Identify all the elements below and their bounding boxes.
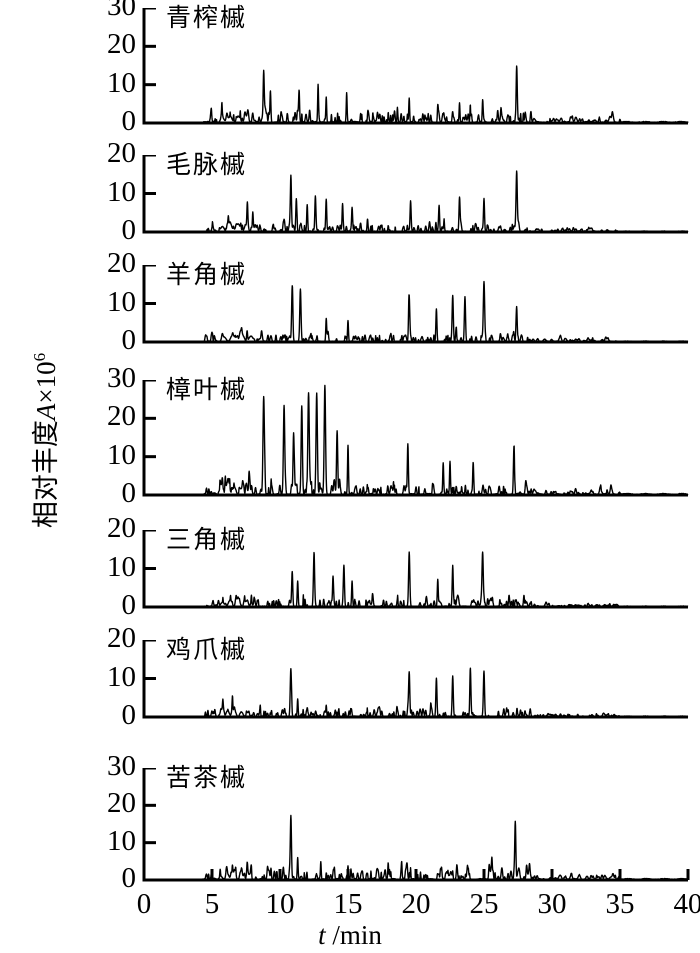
chromatogram-trace — [143, 280, 689, 343]
y-axis-tick-label: 10 — [107, 550, 136, 583]
y-axis-title-exponent: 6 — [30, 352, 50, 361]
y-axis-tick-label: 30 — [107, 0, 136, 22]
y-axis-tick-label: 0 — [121, 214, 137, 246]
y-axis-tick-label: 10 — [107, 438, 136, 471]
x-axis-tick-label: 30 — [537, 888, 567, 920]
x-axis-tick-label: 15 — [333, 888, 363, 920]
y-axis-title-mult: ×10 — [31, 360, 62, 404]
y-axis-tick-label: 20 — [107, 137, 136, 169]
chromatogram-panel — [142, 640, 692, 723]
chromatogram-trace — [143, 65, 689, 124]
y-axis-tick-label: 20 — [107, 512, 136, 544]
panel-title: 樟叶槭 — [166, 375, 248, 404]
chromatogram-trace — [143, 814, 689, 881]
x-axis-title: t /min — [0, 920, 700, 951]
chromatogram-trace — [143, 170, 689, 233]
y-axis-tick-label: 10 — [107, 66, 136, 99]
panel-plot-area — [142, 768, 690, 882]
chromatogram-panel — [142, 265, 692, 348]
y-axis-tick-label: 0 — [121, 589, 137, 621]
y-axis-tick-label: 20 — [107, 787, 136, 820]
panel-plot-area — [142, 8, 689, 125]
y-axis-tick-label: 0 — [121, 862, 137, 894]
panel-title: 毛脉槭 — [166, 150, 248, 179]
y-axis-tick-label: 20 — [107, 28, 136, 61]
chromatogram-panel — [142, 155, 692, 238]
y-axis-title-prefix: 相对丰度 — [31, 419, 62, 528]
y-axis-tick-label: 20 — [107, 622, 136, 654]
x-axis-tick-label: 0 — [136, 888, 152, 920]
x-axis-title-symbol: t — [318, 920, 326, 950]
x-axis-tick-label: 5 — [204, 888, 220, 920]
chromatogram-panel — [142, 8, 692, 129]
x-axis-tick-label: 10 — [265, 888, 295, 920]
y-axis-title-symbol: A — [31, 403, 62, 420]
y-axis-tick-label: 10 — [107, 175, 136, 208]
panel-title: 鸡爪槭 — [166, 635, 248, 664]
chromatogram-panel — [142, 530, 692, 613]
chromatogram-panel — [142, 380, 692, 501]
x-axis-tick-label: 25 — [469, 888, 499, 920]
y-axis-tick-label: 0 — [121, 699, 137, 731]
y-axis-tick-label: 10 — [107, 285, 136, 318]
x-axis-title-unit: /min — [325, 920, 382, 950]
y-axis-tick-label: 30 — [107, 750, 136, 782]
chromatogram-trace — [143, 551, 689, 608]
panel-title: 三角槭 — [166, 525, 248, 554]
chromatogram-trace — [143, 384, 689, 496]
panel-title: 羊角槭 — [166, 260, 248, 289]
chromatogram-trace — [143, 667, 689, 718]
y-axis-tick-label: 0 — [121, 477, 137, 509]
y-axis-tick-label: 30 — [107, 362, 136, 394]
x-axis-tick-label: 40 — [673, 888, 700, 920]
y-axis-tick-label: 20 — [107, 247, 136, 279]
y-axis-tick-label: 0 — [121, 324, 137, 356]
panel-plot-area — [142, 380, 689, 497]
y-axis-tick-label: 10 — [107, 824, 136, 857]
panel-plot-area — [142, 530, 689, 609]
panel-axis-spine — [142, 380, 688, 497]
panel-title: 苦茶槭 — [166, 763, 248, 792]
panel-title: 青榨槭 — [166, 3, 248, 32]
x-axis-tick-label: 35 — [605, 888, 635, 920]
y-axis-tick-label: 0 — [121, 105, 137, 137]
y-axis-tick-label: 20 — [107, 400, 136, 433]
y-axis-tick-label: 10 — [107, 660, 136, 693]
x-axis-tick-label: 20 — [401, 888, 431, 920]
chromatogram-panel — [142, 768, 692, 886]
panel-plot-area — [142, 640, 689, 719]
y-axis-title: 相对丰度A×106 — [14, 0, 74, 880]
panel-plot-area — [142, 265, 689, 344]
panel-plot-area — [142, 155, 689, 234]
